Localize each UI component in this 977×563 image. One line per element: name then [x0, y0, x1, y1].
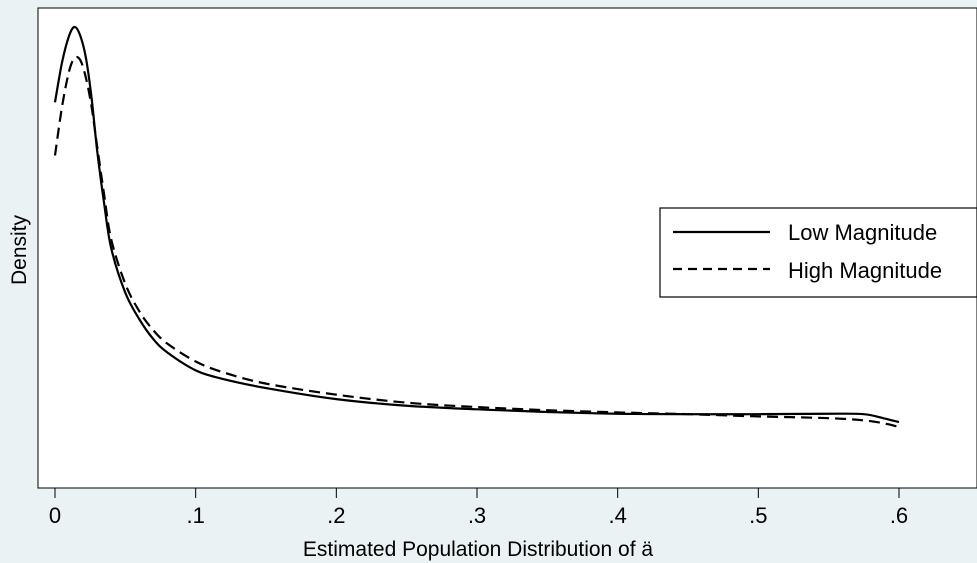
- x-tick-label: .1: [186, 503, 204, 528]
- x-axis-label: Estimated Population Distribution of ä: [303, 538, 654, 561]
- x-tick-label: .3: [468, 503, 486, 528]
- legend-label-low-magnitude: Low Magnitude: [788, 220, 937, 245]
- x-axis: 0 .1 .2 .3 .4 .5 .6: [49, 488, 908, 528]
- x-tick-label: .4: [608, 503, 626, 528]
- legend-box: [659, 207, 977, 298]
- series-line-high-magnitude: [53, 55, 900, 429]
- x-tick-label: .5: [749, 503, 767, 528]
- x-tick-label: 0: [49, 503, 61, 528]
- y-axis-label: Density: [8, 214, 31, 285]
- x-tick-label: .6: [890, 503, 908, 528]
- series-layer: [53, 25, 900, 429]
- x-tick-label: .2: [327, 503, 345, 528]
- legend-label-high-magnitude: High Magnitude: [788, 258, 942, 283]
- legend: Low Magnitude High Magnitude: [659, 207, 977, 298]
